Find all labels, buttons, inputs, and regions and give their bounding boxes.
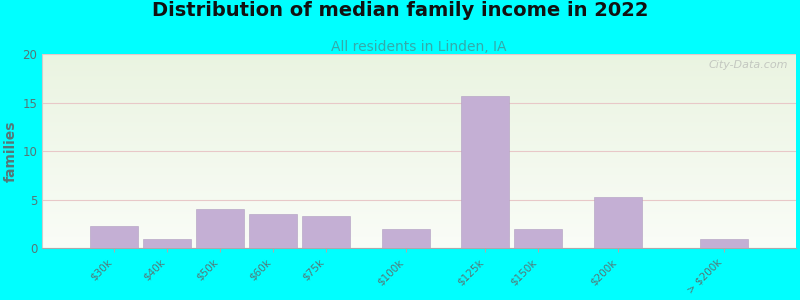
Bar	[514, 229, 562, 248]
Bar	[382, 229, 430, 248]
Title: All residents in Linden, IA: All residents in Linden, IA	[331, 40, 506, 54]
Bar	[700, 238, 748, 248]
Bar	[302, 216, 350, 248]
Text: City-Data.com: City-Data.com	[709, 60, 788, 70]
Bar	[143, 238, 190, 248]
Bar	[462, 96, 509, 248]
Y-axis label: families: families	[4, 120, 18, 182]
Text: Distribution of median family income in 2022: Distribution of median family income in …	[152, 2, 648, 20]
Bar	[594, 197, 642, 248]
Bar	[196, 209, 244, 248]
Bar	[90, 226, 138, 248]
Bar	[249, 214, 297, 248]
